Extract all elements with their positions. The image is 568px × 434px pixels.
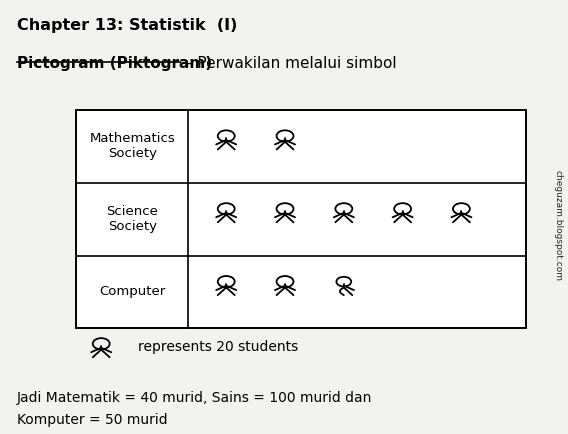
Text: Jadi Matematik = 40 murid, Sains = 100 murid dan: Jadi Matematik = 40 murid, Sains = 100 m… — [17, 391, 372, 405]
Bar — [76, 110, 526, 329]
Text: Pictogram (Piktogram): Pictogram (Piktogram) — [17, 56, 212, 71]
Text: Chapter 13: Statistik  (I): Chapter 13: Statistik (I) — [17, 18, 237, 33]
Text: Komputer = 50 murid: Komputer = 50 murid — [17, 413, 168, 427]
Text: Science
Society: Science Society — [106, 205, 158, 233]
Text: represents 20 students: represents 20 students — [138, 340, 298, 354]
Text: – Perwakilan melalui simbol: – Perwakilan melalui simbol — [180, 56, 396, 71]
Text: Mathematics
Society: Mathematics Society — [89, 132, 175, 160]
Text: cheguzam.blogspot.com: cheguzam.blogspot.com — [554, 170, 563, 281]
Text: Computer: Computer — [99, 286, 165, 299]
